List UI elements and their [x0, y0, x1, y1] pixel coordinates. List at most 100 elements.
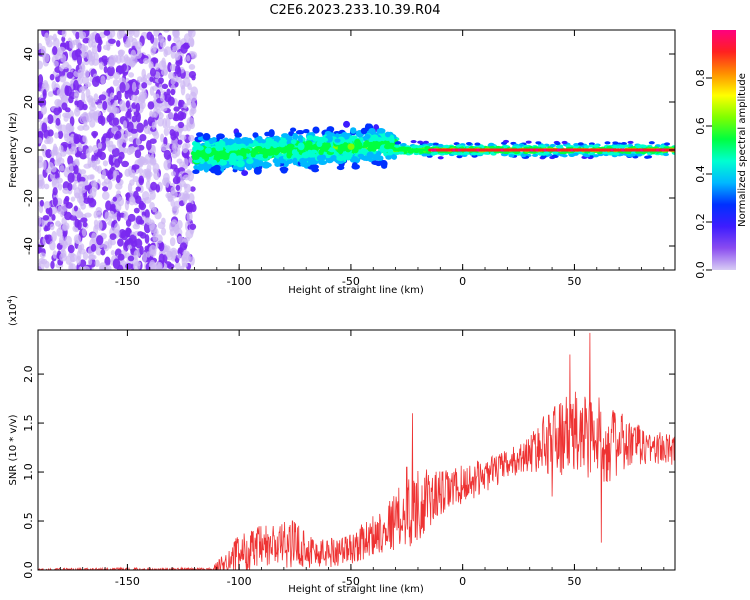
spectrogram-point	[125, 100, 131, 109]
spectrogram-point	[540, 144, 547, 148]
spectrogram-point	[376, 128, 386, 134]
spectrogram-point	[100, 249, 106, 256]
spectrogram-point	[150, 34, 155, 44]
spectrogram-point	[153, 30, 160, 38]
spectrogram-point	[202, 132, 211, 141]
spectrogram-point	[80, 202, 86, 210]
spectrogram-point	[92, 132, 97, 139]
spectrogram-point	[132, 223, 141, 230]
spectrogram-point	[424, 146, 431, 150]
spectrogram-point	[129, 234, 137, 244]
spectrogram-point	[72, 160, 80, 168]
spectrogram-point	[67, 244, 75, 254]
colorbar-scale	[712, 30, 736, 270]
spectrogram-point	[89, 160, 96, 168]
spectrogram-point	[349, 127, 357, 134]
spectrogram-point	[142, 251, 148, 263]
spectrogram-point	[94, 165, 100, 172]
spectrogram-point	[63, 115, 69, 122]
spectrogram-point	[170, 171, 176, 177]
spectrogram-point	[136, 122, 144, 133]
spectrogram-marks	[38, 30, 675, 270]
spectrogram-point	[525, 140, 532, 144]
spectrogram-point	[88, 254, 97, 261]
spectrogram-point	[312, 136, 319, 142]
spectrogram-point	[606, 145, 613, 150]
spectrogram-point	[295, 129, 305, 135]
spectrogram-point	[139, 100, 146, 110]
spectrogram-point	[101, 181, 108, 187]
spectrogram-point	[158, 77, 164, 84]
spectrogram-point	[170, 78, 176, 85]
spectrogram-point	[417, 140, 424, 144]
spectrogram-point	[187, 82, 192, 91]
spectrogram-point	[180, 43, 188, 54]
spectrogram-point	[583, 145, 590, 149]
spectrogram-point	[104, 211, 109, 222]
colorbar-tick-label: 0.4	[694, 165, 707, 183]
spectrogram-point	[592, 154, 599, 158]
spectrogram-point	[170, 88, 176, 96]
spectrogram-point	[90, 32, 95, 41]
spectrogram-point	[149, 67, 157, 77]
spectrogram-point	[261, 161, 271, 169]
spectrogram-point	[312, 126, 320, 134]
spectrogram-point	[146, 139, 152, 151]
spectrogram-point	[179, 112, 184, 121]
spectrogram-point	[93, 210, 98, 219]
spectrogram-point	[39, 252, 46, 259]
spectrogram-point	[61, 30, 67, 38]
spectrogram-point	[78, 180, 86, 187]
spectrogram-point	[304, 162, 311, 167]
spectrogram-point	[227, 138, 234, 146]
spectrogram-point	[228, 160, 238, 166]
spectrogram-point	[103, 240, 110, 252]
spectrogram-point	[235, 155, 244, 161]
spectrogram-point	[90, 102, 96, 108]
spectrogram-point	[41, 122, 48, 133]
spectrogram-point	[169, 237, 176, 247]
spectrogram-y-tick-label: 40	[22, 47, 35, 61]
spectrogram-point	[163, 159, 171, 171]
spectrogram-point	[102, 186, 109, 192]
spectrogram-point	[243, 148, 251, 154]
spectrogram-point	[354, 138, 361, 146]
spectrogram-point	[192, 169, 200, 175]
spectrogram-point	[278, 139, 287, 148]
spectrogram-point	[384, 131, 391, 138]
spectrogram-point	[172, 30, 180, 38]
snr-series-line	[38, 332, 675, 570]
spectrogram-point	[310, 164, 319, 170]
spectrogram-point	[44, 234, 49, 241]
spectrogram-point	[137, 167, 144, 174]
spectrogram-point	[535, 141, 542, 145]
spectrogram-point	[306, 135, 314, 141]
spectrogram-point	[342, 151, 349, 157]
spectrogram-y-tick-label: 20	[22, 95, 35, 109]
spectrogram-point	[73, 133, 79, 144]
spectrogram-point	[157, 117, 165, 127]
spectrogram-point	[297, 142, 305, 151]
spectrogram-point	[112, 170, 117, 180]
spectrogram-point	[189, 91, 197, 103]
spectrogram-point	[109, 233, 117, 241]
spectrogram-point	[163, 149, 172, 160]
spectrogram-point	[86, 50, 93, 60]
spectrogram-point	[203, 165, 210, 173]
spectrogram-point	[73, 164, 79, 175]
spectrogram-point	[385, 155, 392, 160]
spectrogram-point	[139, 245, 144, 255]
spectrogram-point	[118, 77, 126, 84]
chart-title: C2E6.2023.233.10.39.R04	[269, 3, 440, 18]
spectrogram-point	[301, 151, 310, 159]
spectrogram-point	[489, 145, 496, 150]
spectrogram-point	[122, 120, 128, 130]
spectrogram-point	[73, 205, 78, 212]
spectrogram-point	[186, 54, 191, 62]
spectrogram-point	[124, 199, 130, 211]
spectrogram-point	[368, 128, 376, 134]
spectrogram-point	[234, 132, 242, 138]
spectrogram-point	[52, 250, 58, 259]
spectrogram-point	[79, 169, 87, 175]
spectrogram-point	[650, 150, 657, 154]
